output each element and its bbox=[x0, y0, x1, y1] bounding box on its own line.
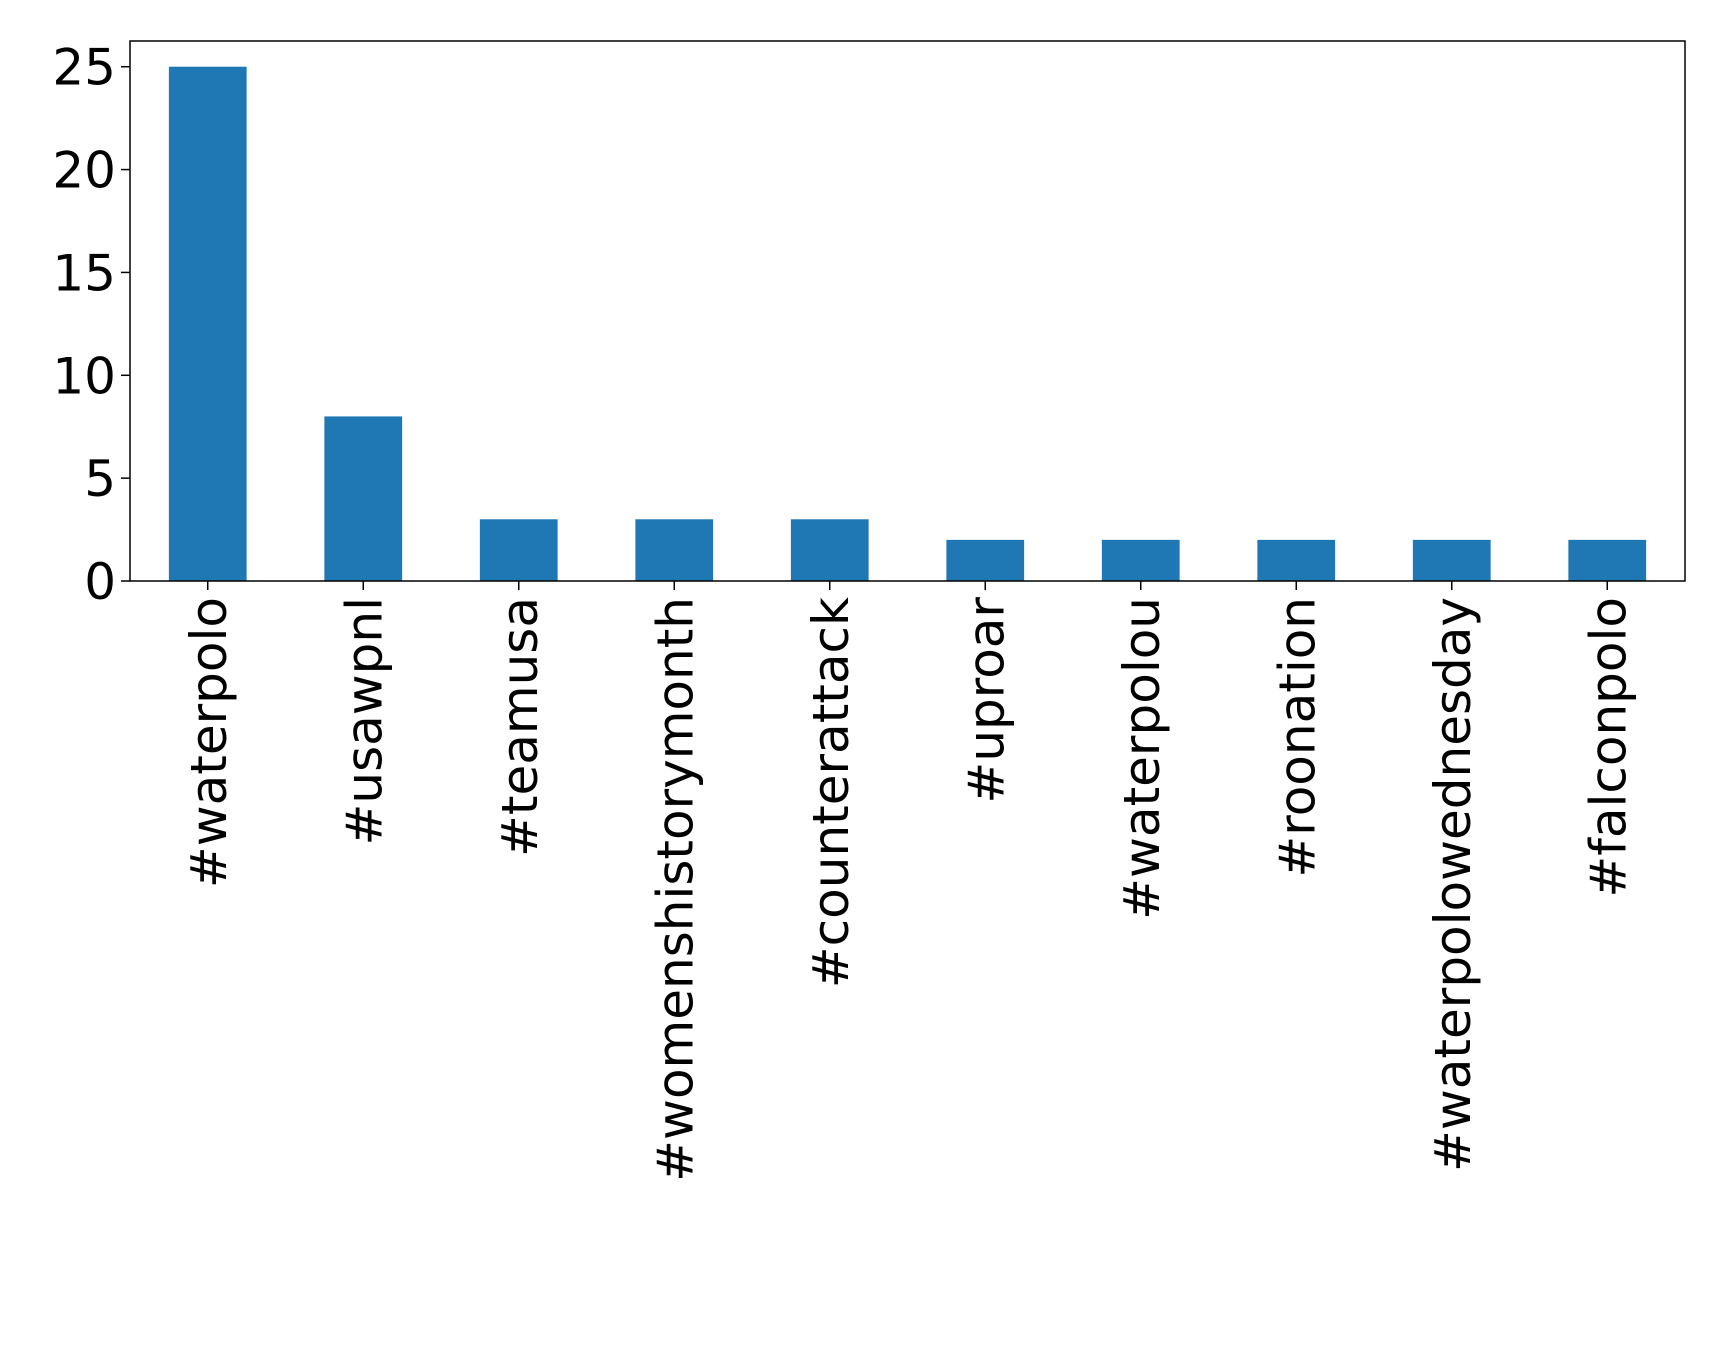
y-tick-label: 20 bbox=[52, 142, 116, 200]
bar bbox=[168, 66, 247, 581]
bar bbox=[479, 519, 558, 581]
bar bbox=[946, 539, 1025, 581]
bar bbox=[635, 519, 714, 581]
x-tick-label: #womenshistorymonth bbox=[646, 597, 704, 1182]
y-tick-label: 10 bbox=[52, 347, 116, 405]
bar bbox=[324, 416, 403, 581]
bar bbox=[1412, 539, 1491, 581]
x-tick-label: #teamusa bbox=[491, 597, 549, 857]
bar bbox=[1101, 539, 1180, 581]
x-tick-label: #waterpolou bbox=[1113, 597, 1171, 920]
bar bbox=[790, 519, 869, 581]
x-tick-label: #usawpnl bbox=[335, 597, 393, 846]
x-tick-label: #waterpolowednesday bbox=[1424, 597, 1482, 1172]
bar bbox=[1257, 539, 1336, 581]
x-tick-label: #roonation bbox=[1268, 597, 1326, 878]
plot-frame bbox=[129, 40, 1686, 582]
x-tick-label: #waterpolo bbox=[180, 597, 238, 888]
x-tick-label: #counterattack bbox=[802, 597, 860, 988]
y-tick-label: 0 bbox=[84, 553, 116, 611]
bar bbox=[1568, 539, 1647, 581]
x-tick-label: #falconpolo bbox=[1579, 597, 1637, 898]
y-tick-label: 5 bbox=[84, 450, 116, 508]
y-tick-label: 25 bbox=[52, 39, 116, 97]
x-tick-label: #uproar bbox=[957, 597, 1015, 804]
y-tick-label: 15 bbox=[52, 244, 116, 302]
